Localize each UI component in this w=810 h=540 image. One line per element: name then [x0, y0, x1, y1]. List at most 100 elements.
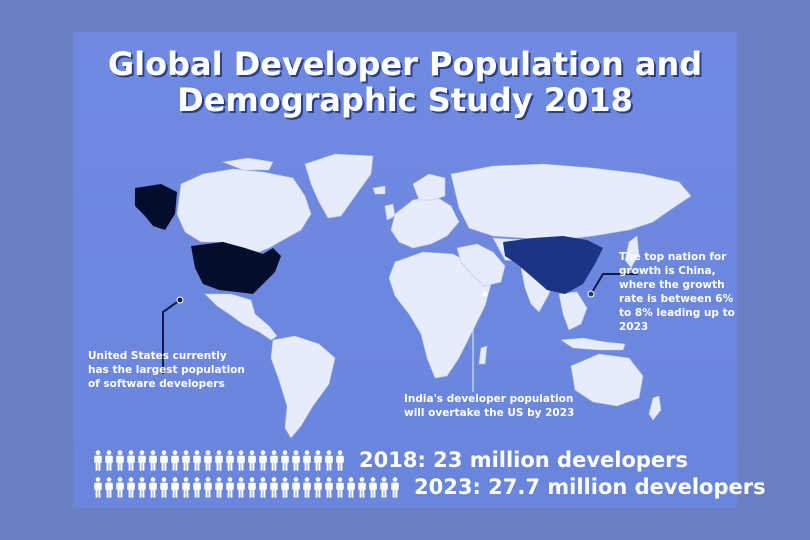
greenland: [304, 153, 374, 219]
person-icon: [325, 476, 333, 498]
person-icon: [292, 449, 300, 471]
person-icon: [171, 476, 179, 498]
china-annotation-line: [590, 273, 638, 295]
person-icon: [259, 476, 267, 498]
india-annotation-line-2: will overtake the US by 2023: [404, 407, 575, 419]
person-icon: [292, 476, 300, 498]
person-icon: [149, 449, 157, 471]
china-annotation-dot: [587, 290, 595, 298]
canada: [176, 168, 312, 253]
new-zealand: [648, 395, 662, 421]
person-icon: [380, 476, 388, 498]
indonesia: [560, 337, 626, 351]
people-icons-2018: [93, 449, 345, 471]
person-icon: [226, 449, 234, 471]
person-icon: [182, 449, 190, 471]
us-annotation-line: [162, 299, 181, 374]
alaska-highlight: [135, 184, 177, 230]
person-icon: [347, 476, 355, 498]
person-icon: [325, 449, 333, 471]
india-annotation-line-1: India's developer population: [404, 393, 574, 405]
uk: [384, 203, 396, 221]
person-icon: [314, 449, 322, 471]
india-annotation-line: [472, 293, 486, 392]
us-annotation-dot: [176, 296, 184, 304]
middle-east: [456, 243, 506, 287]
person-icon: [303, 476, 311, 498]
person-icon: [215, 449, 223, 471]
person-icon: [281, 476, 289, 498]
person-icon: [358, 476, 366, 498]
person-icon: [138, 476, 146, 498]
india-annotation-dot: [482, 291, 488, 297]
person-icon: [116, 449, 124, 471]
stat-2018-label: 2018: 23 million developers: [359, 448, 689, 472]
china-annotation-line-2: growth is China,: [619, 265, 716, 277]
infographic-card: Global Developer Population and Demograp…: [73, 32, 766, 508]
arctic-islands: [221, 157, 274, 171]
person-icon: [204, 476, 212, 498]
us-annotation-line-1: United States currently: [88, 350, 227, 362]
title-line-2: Demographic Study 2018: [177, 81, 633, 119]
us-annotation-line-2: has the largest population: [88, 364, 245, 376]
stat-2018: 2018: 23 million developers: [93, 445, 688, 475]
europe: [390, 195, 460, 249]
person-icon: [336, 449, 344, 471]
person-icon: [226, 476, 234, 498]
china-annotation-line-4: rate is between 6%: [619, 293, 734, 305]
page-title: Global Developer Population and Demograp…: [73, 46, 737, 118]
person-icon: [270, 476, 278, 498]
person-icon: [94, 476, 102, 498]
person-icon: [215, 476, 223, 498]
stat-2023-label: 2023: 27.7 million developers: [414, 475, 766, 499]
person-icon: [138, 449, 146, 471]
person-icon: [248, 476, 256, 498]
china-annotation-line-5: to 8% leading up to: [619, 307, 735, 319]
person-icon: [314, 476, 322, 498]
person-icon: [171, 449, 179, 471]
person-icon: [248, 449, 256, 471]
person-icon: [127, 476, 135, 498]
person-icon: [182, 476, 190, 498]
world-map: [135, 153, 692, 439]
person-icon: [259, 449, 267, 471]
person-icon: [237, 449, 245, 471]
china-highlight: [503, 236, 603, 294]
madagascar: [478, 345, 488, 365]
person-icon: [204, 449, 212, 471]
india-annotation: India's developer population will overta…: [404, 392, 574, 420]
person-icon: [193, 476, 201, 498]
person-icon: [105, 476, 113, 498]
russia: [450, 163, 692, 241]
person-icon: [94, 449, 102, 471]
people-icons-2023: [93, 476, 400, 498]
person-icon: [160, 449, 168, 471]
mexico-central-america: [204, 293, 278, 341]
person-icon: [270, 449, 278, 471]
person-icon: [303, 449, 311, 471]
australia: [570, 353, 644, 407]
china-annotation-line-1: The top nation for: [619, 251, 727, 263]
person-icon: [105, 449, 113, 471]
person-icon: [281, 449, 289, 471]
person-icon: [127, 449, 135, 471]
southeast-asia: [558, 291, 588, 331]
stat-2023: 2023: 27.7 million developers: [93, 472, 766, 502]
scandinavia: [412, 173, 446, 201]
title-line-1: Global Developer Population and: [107, 45, 703, 83]
south-america: [270, 335, 336, 439]
person-icon: [336, 476, 344, 498]
us-annotation: United States currently has the largest …: [88, 349, 245, 391]
person-icon: [149, 476, 157, 498]
person-icon: [193, 449, 201, 471]
china-annotation-line-3: where the growth: [619, 279, 725, 291]
person-icon: [369, 476, 377, 498]
person-icon: [237, 476, 245, 498]
us-annotation-line-3: of software developers: [88, 378, 225, 390]
person-icon: [116, 476, 124, 498]
person-icon: [160, 476, 168, 498]
usa-highlight: [191, 242, 281, 294]
japan: [624, 235, 640, 269]
china-annotation-line-6: 2023: [619, 321, 649, 333]
iceland: [372, 185, 386, 195]
